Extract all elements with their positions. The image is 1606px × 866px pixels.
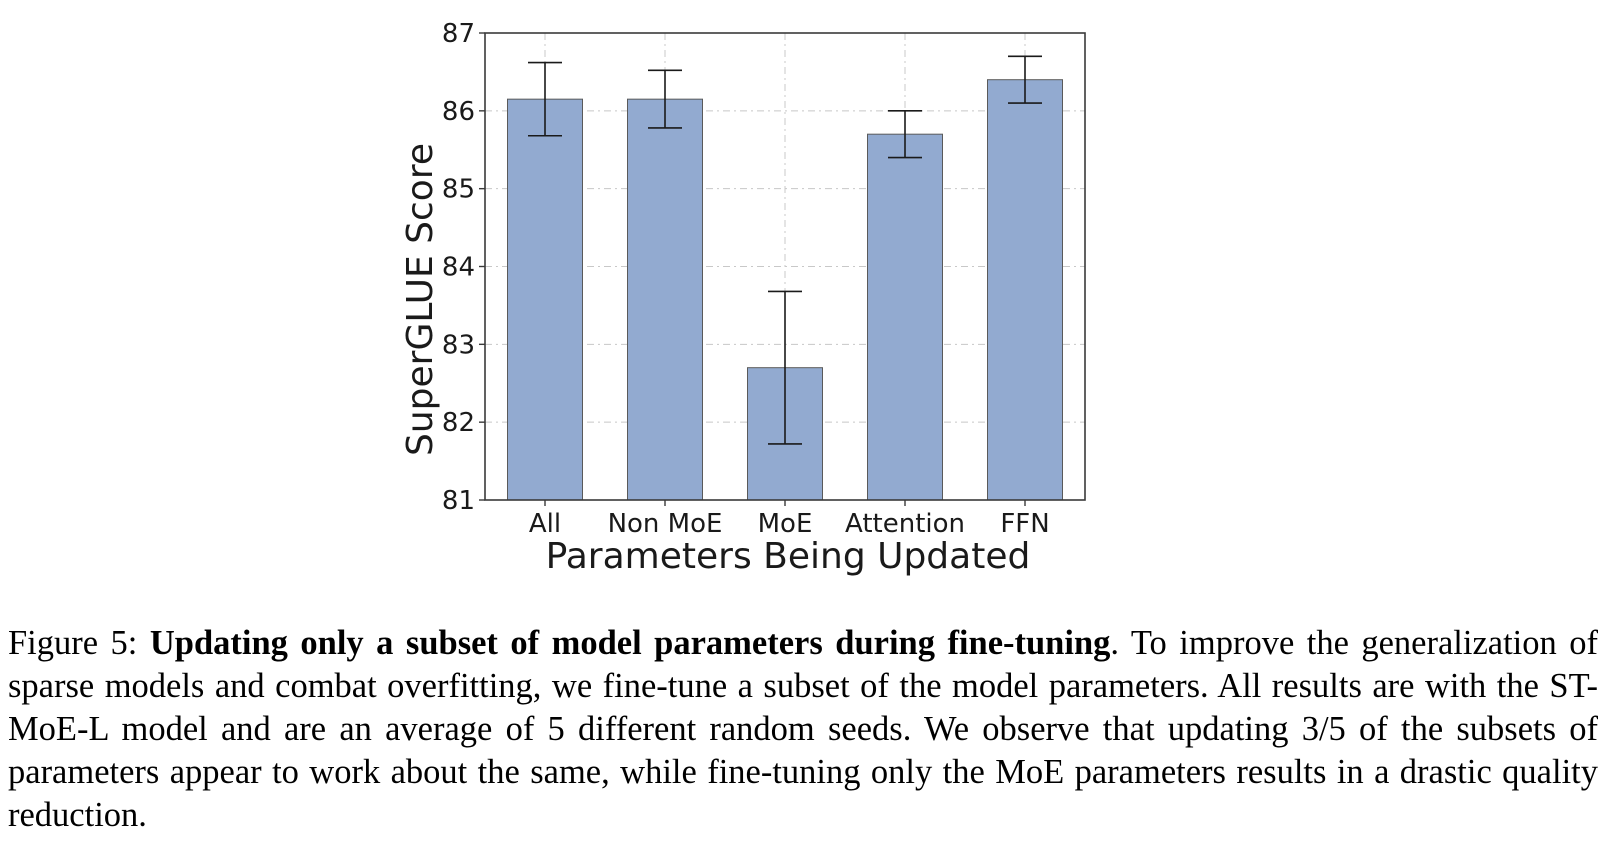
caption-title: Updating only a subset of model paramete…	[149, 624, 1111, 662]
x-tick-label: FFN	[1000, 509, 1049, 539]
caption-text: . To improve the generalization of spars…	[8, 624, 1598, 834]
bars-layer	[507, 79, 1063, 501]
x-axis-title: Parameters Being Updated	[546, 536, 1031, 577]
y-tick-label: 85	[442, 175, 475, 205]
y-tick-label: 84	[442, 253, 475, 283]
y-tick-label: 86	[442, 97, 475, 127]
bar-attention	[867, 133, 943, 501]
y-tick-label: 87	[442, 19, 475, 49]
x-tick-label: Attention	[845, 509, 965, 539]
x-tick-label: MoE	[758, 509, 813, 539]
y-tick-label: 82	[442, 408, 475, 438]
bar-non-moe	[627, 98, 703, 501]
y-tick-label: 83	[442, 330, 475, 360]
caption-label: Figure 5:	[8, 624, 150, 662]
y-ticks-layer: 81 82 83 84 85 86 87	[442, 19, 485, 516]
figure-caption: Figure 5: Updating only a subset of mode…	[8, 622, 1598, 837]
y-tick-label: 81	[442, 486, 475, 516]
x-tick-label: All	[529, 509, 561, 539]
x-tick-label: Non MoE	[608, 509, 723, 539]
y-axis-title: SuperGLUE Score	[400, 143, 441, 456]
figure: 81 82 83 84 85 86 87 All Non MoE MoE Attention FFN…	[400, 19, 1086, 577]
bar-all	[507, 98, 583, 501]
x-ticks-layer: All Non MoE MoE Attention FFN	[529, 500, 1050, 539]
error-bars-layer	[528, 55, 1042, 445]
bar-ffn	[987, 79, 1063, 501]
bar-chart: 81 82 83 84 85 86 87 All Non MoE MoE Attention FFN…	[400, 19, 1086, 577]
